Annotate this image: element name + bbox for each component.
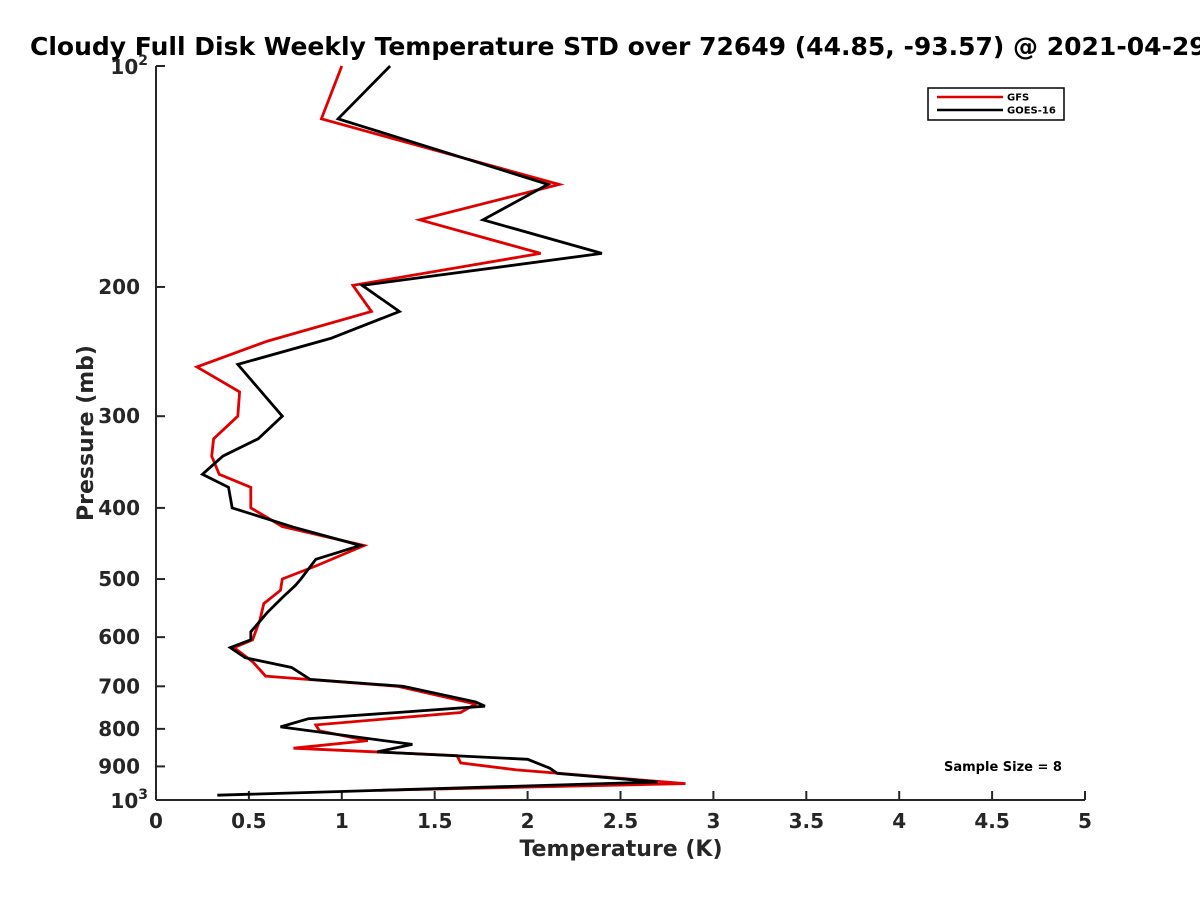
x-tick-label: 4	[892, 809, 906, 833]
series-group	[193, 65, 686, 797]
x-tick-label: 3	[706, 809, 720, 833]
x-tick-label: 5	[1078, 809, 1092, 833]
legend: GFS GOES-16	[927, 87, 1065, 121]
x-tick-label: 2	[521, 809, 535, 833]
y-tick-label: 103	[110, 787, 148, 813]
x-axis-label: Temperature (K)	[519, 837, 722, 862]
y-tick-label: 700	[98, 674, 140, 698]
legend-label: GFS	[1007, 93, 1029, 104]
x-tick-label: 3.5	[789, 809, 824, 833]
x-tick-label: 4.5	[974, 809, 1009, 833]
series-line-goes-16	[199, 65, 658, 797]
chart-title: Cloudy Full Disk Weekly Temperature STD …	[30, 32, 1200, 61]
y-axis-label: Pressure (mb)	[74, 345, 99, 521]
legend-label: GOES-16	[1007, 106, 1056, 117]
y-tick-label: 500	[98, 567, 140, 591]
y-tick-label: 200	[98, 275, 140, 299]
y-tick-label: 400	[98, 496, 140, 520]
x-tick-label: 1	[335, 809, 349, 833]
x-tick-label: 2.5	[603, 809, 638, 833]
x-axis-ticks: 0 0.5 1 1.5 2 2.5 3 3.5 4 4.5 5	[149, 791, 1092, 833]
y-tick-label: 102	[110, 53, 148, 79]
legend-box	[927, 87, 1065, 121]
x-tick-label: 0	[149, 809, 163, 833]
y-tick-label: 800	[98, 717, 140, 741]
legend-entries: GFS GOES-16	[937, 93, 1056, 117]
x-tick-label: 1.5	[417, 809, 452, 833]
y-axis-ticks: 102 200 300 400 500 600 700 800 900 103	[98, 53, 165, 813]
x-tick-label: 0.5	[231, 809, 266, 833]
y-tick-label: 600	[98, 625, 140, 649]
y-tick-label: 900	[98, 754, 140, 778]
sample-size-annotation: Sample Size = 8	[944, 760, 1062, 775]
y-tick-label: 300	[98, 404, 140, 428]
